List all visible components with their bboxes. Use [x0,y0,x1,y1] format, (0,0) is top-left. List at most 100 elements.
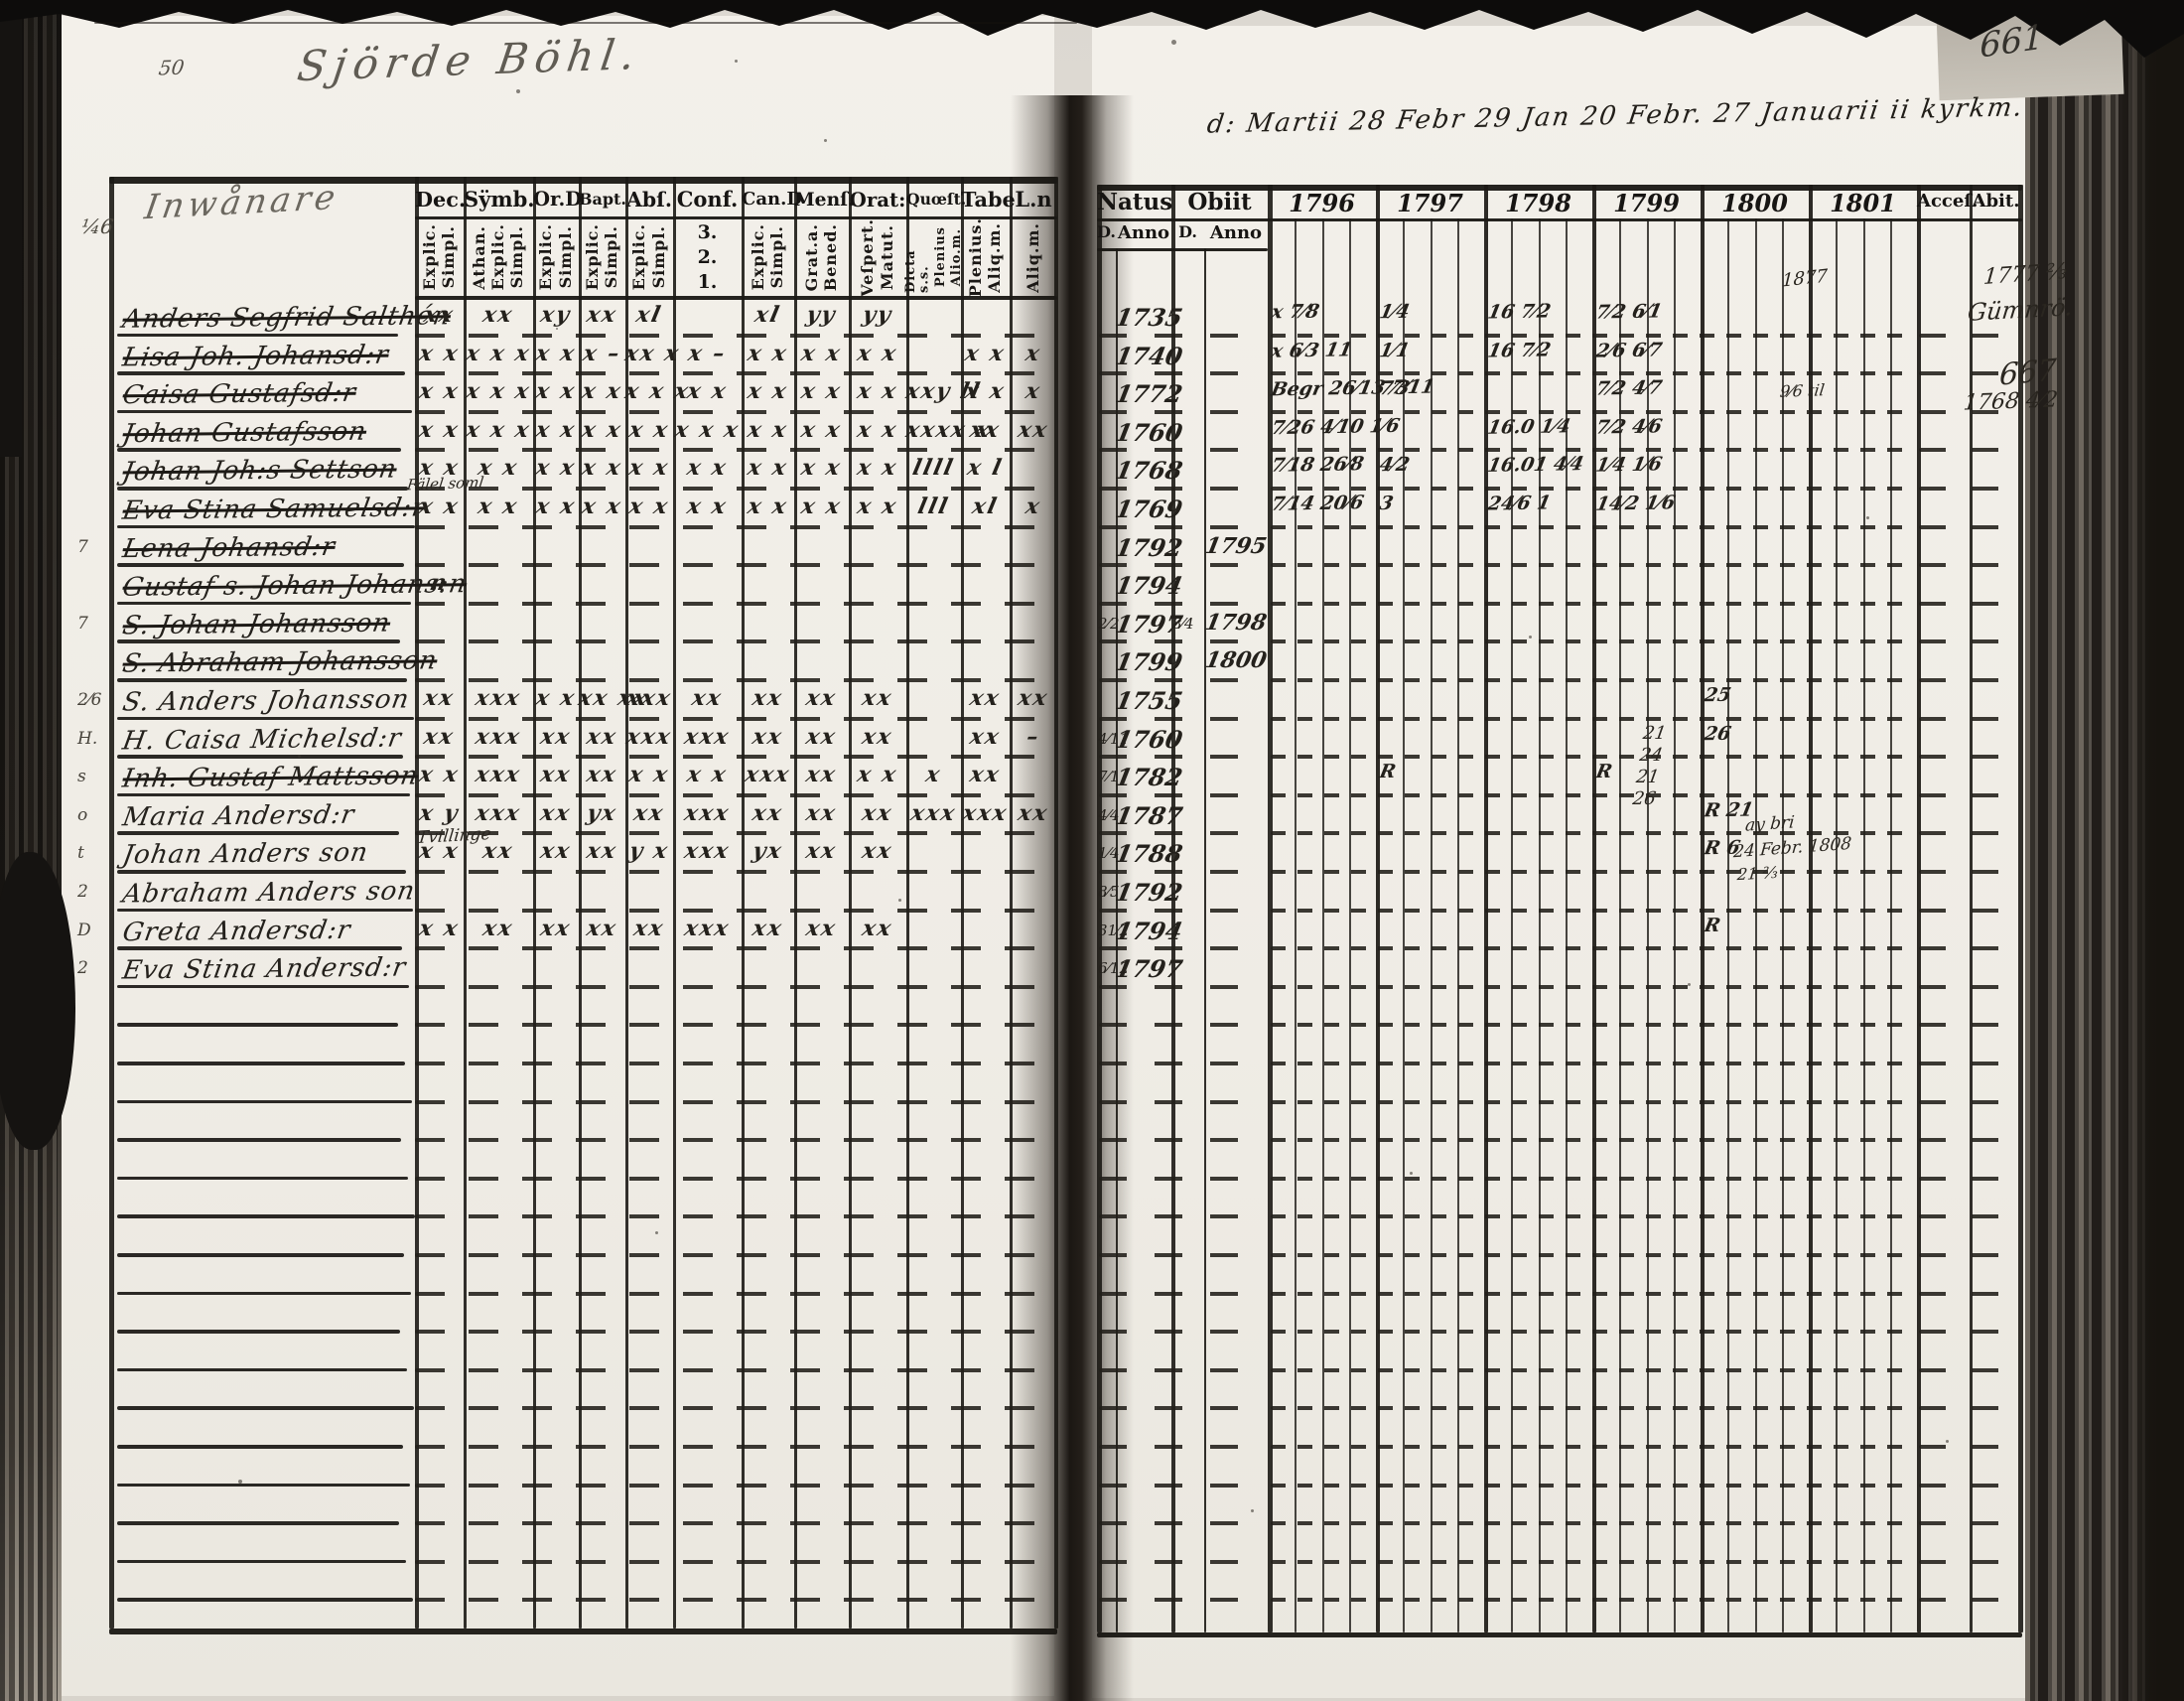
name-baseline [117,1291,411,1296]
resident-name: Caisa Gustafsd:r [120,377,359,411]
examination-mark: x x [533,378,579,405]
row-dashes [1099,1521,1264,1526]
row-dashes [415,1138,1053,1143]
margin-tag: 7 [77,536,88,557]
row-dashes [415,755,1053,760]
row-dashes [1099,792,1264,797]
attendance-mark: 4⁄2 [1377,454,1412,477]
attendance-mark: 16 7⁄2 [1485,300,1553,324]
natus-anno-header: Anno [1117,222,1170,243]
column-header-orat: Orat: [849,188,906,212]
row-dashes [1271,1598,1912,1603]
row-dashes [1271,371,1912,376]
row-dashes [1271,755,1912,760]
row-dashes [1099,333,1264,338]
rule-line [1116,248,1118,1632]
subcolumn-label: Athan. [469,224,488,290]
examination-mark: x x [626,455,672,482]
examination-mark: xxx [682,915,733,941]
rule-line [1097,218,2022,221]
examination-mark: xl [969,494,1001,519]
row-dashes [415,448,1053,453]
examination-mark: x x [745,378,791,405]
natus-day: 7⁄1 [1098,768,1120,786]
row-dashes [1919,984,2016,989]
rule-line [625,177,628,1629]
margin-tag: o [77,804,88,825]
row-dashes [415,831,1053,836]
examination-mark: xy [538,302,574,328]
subcolumn-label: Explic. [582,223,602,291]
name-baseline [117,371,405,375]
row-dashes [1919,333,2016,338]
name-baseline [117,831,399,835]
examination-mark: x x [416,915,463,941]
examination-mark: x l [965,455,1006,482]
row-dashes [1271,831,1912,836]
attendance-mark: 7⁄26 4⁄10 1⁄6 [1269,414,1402,439]
examination-mark: x x [855,494,900,519]
subcolumn-label: Matut. [877,223,896,291]
row-dashes [1919,1138,2016,1143]
examination-mark: x x [533,340,579,366]
name-baseline [117,792,410,797]
natus-year: 1740 [1113,341,1185,370]
row-dashes [1099,1598,1264,1603]
name-baseline [117,1330,400,1334]
examination-mark: x [1023,340,1044,366]
resident-name: Abraham Anders son [120,876,418,910]
row-dashes [415,1330,1053,1335]
row-dashes [1099,1445,1264,1449]
row-dashes [1099,563,1264,568]
row-dashes [1919,1099,2016,1104]
row-dashes [1919,1598,2016,1603]
row-dashes [1271,678,1912,682]
marginal-note: 9⁄6 til [1778,380,1826,401]
examination-mark: xx [584,723,620,750]
rule-line [1781,218,1784,1632]
examination-mark: n [427,570,452,597]
natus-year: 1755 [1113,686,1185,715]
examination-mark: x x x [622,378,693,405]
examination-mark: xxx [473,723,524,750]
obiit-day-header: D. [1178,222,1197,241]
name-baseline [117,1176,408,1181]
marginal-note: 21 ⅔ [1736,862,1779,885]
natus-header: Natus [1097,189,1173,215]
resident-name: Anders Segfrid Salthén [120,301,454,335]
column-header-conf: Conf. [676,187,739,212]
row-dashes [1099,908,1264,913]
column-subheader: Aliq.m. [1010,221,1057,293]
rule-line [415,296,1057,300]
examination-mark: x x [533,685,579,711]
rule-line [1348,218,1351,1632]
row-dashes [1919,908,2016,913]
attendance-mark: 24⁄6 1 [1485,492,1553,515]
accessit-header: Acceſ. [1917,191,1979,212]
column-subheader: Explic. Simpl. [579,221,625,293]
row-dashes [1919,946,2016,951]
margin-tag: t [77,843,84,864]
examination-mark: x x [962,378,1009,405]
attendance-mark: x 6⁄3 11 [1269,338,1354,362]
attendance-mark: x 7⁄8 [1269,300,1321,324]
marginal-note: Gümnrö. [1966,293,2075,327]
scan-ink-blob [0,0,22,457]
examination-mark: x x [684,378,731,405]
attendance-mark: 1⁄4 [1377,300,1412,324]
examination-mark: x x [416,762,463,788]
row-dashes [415,1598,1053,1603]
examination-mark: xx [1016,799,1051,826]
examination-mark: xx [803,723,840,750]
row-dashes [1099,409,1264,414]
natus-day: 1⁄4 [1098,844,1120,863]
subcolumn-label: Veſpert. [858,217,878,297]
examination-mark: xxy ll [903,378,985,405]
row-dashes [1271,487,1912,491]
row-dashes [1271,1406,1912,1411]
examination-mark: xx [803,762,840,788]
subcolumn-label: Dicta s.s. [903,249,932,293]
row-dashes [1919,1406,2016,1411]
examination-mark: x x [798,455,845,482]
rule-line [533,177,536,1629]
